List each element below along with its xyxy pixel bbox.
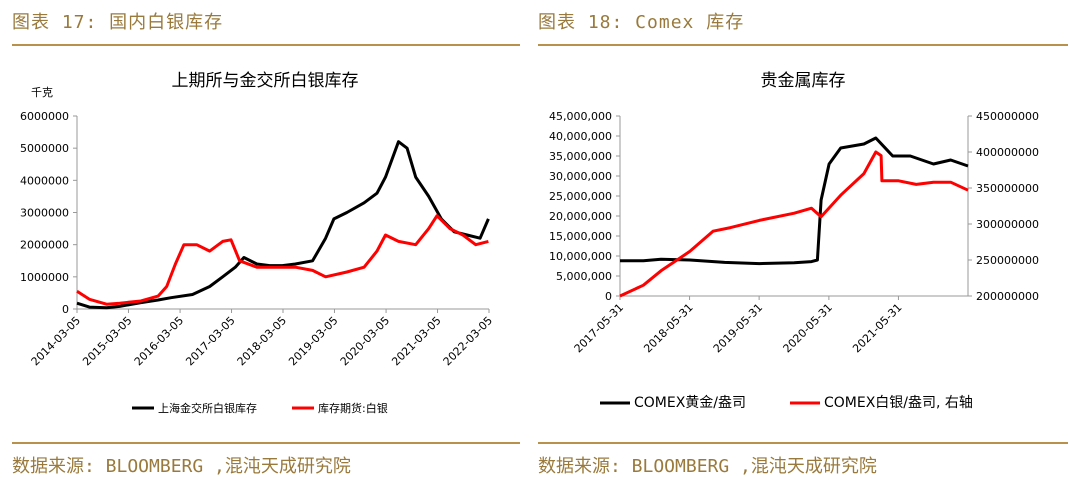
- legend-label-1: COMEX黄金/盎司: [634, 394, 746, 411]
- x-tick-label: 2017-03-05: [183, 314, 237, 368]
- left-top-rule: [12, 44, 520, 46]
- right-top-rule: [538, 44, 1068, 46]
- series-line-2: [619, 150, 969, 298]
- legend-label-2: 库存期货:白银: [318, 401, 388, 415]
- y-tick-label: 6000000: [20, 110, 69, 123]
- x-tick-label: 2016-03-05: [132, 314, 186, 368]
- y-tick-label: 5000000: [20, 142, 69, 155]
- right-source: 数据来源: BLOOMBERG ,混沌天成研究院: [538, 456, 877, 477]
- series-line-1: [620, 136, 969, 266]
- right-chart: 贵金属库存 0 5,000,000 10,000,000 15,000,000 20,00…: [549, 71, 1039, 411]
- x-tick-label: 2015-03-05: [80, 314, 134, 368]
- y-tick-label: 15,000,000: [549, 230, 612, 243]
- legend-label-1: 上海金交所白银库存: [158, 401, 257, 415]
- y-tick-label: 45,000,000: [549, 110, 612, 123]
- x-tick-label: 2017-05-31: [572, 301, 626, 355]
- y-tick-label: 30,000,000: [549, 170, 612, 183]
- x-tick-label: 2018-05-31: [641, 301, 695, 355]
- x-tick-label: 2021-03-05: [389, 314, 443, 368]
- y-tick-label: 0: [605, 290, 612, 303]
- y-tick-label: 4000000: [20, 174, 69, 187]
- right-panel-title: 图表 18: Comex 库存: [538, 12, 745, 33]
- y2-tick-label: 400000000: [976, 146, 1039, 159]
- y-axis-label: 千克: [31, 86, 53, 99]
- y2-tick-label: 200000000: [976, 290, 1039, 303]
- legend-label-2: COMEX白银/盎司, 右轴: [824, 395, 973, 411]
- left-panel-title: 图表 17: 国内白银库存: [12, 12, 224, 33]
- y2-tick-label: 250000000: [976, 254, 1039, 267]
- y-tick-label: 2000000: [20, 239, 69, 252]
- y2-tick-label: 450000000: [976, 110, 1039, 123]
- x-tick-label: 2019-03-05: [286, 314, 340, 368]
- y-tick-label: 5,000,000: [556, 270, 612, 283]
- left-source: 数据来源: BLOOMBERG ,混沌天成研究院: [12, 456, 351, 477]
- y-tick-label: 25,000,000: [549, 190, 612, 203]
- x-tick-label: 2018-03-05: [235, 314, 289, 368]
- y2-tick-label: 300000000: [976, 218, 1039, 231]
- right-bottom-rule: [538, 442, 1068, 444]
- y-tick-label: 20,000,000: [549, 210, 612, 223]
- x-tick-label: 2014-03-05: [29, 314, 83, 368]
- x-tick-label: 2019-05-31: [711, 301, 765, 355]
- y2-tick-label: 350000000: [976, 182, 1039, 195]
- y-tick-label: 1000000: [20, 271, 69, 284]
- y-tick-label: 3000000: [20, 207, 69, 220]
- y-tick-label: 0: [62, 303, 69, 316]
- series-line-1: [76, 140, 490, 310]
- chart-title: 贵金属库存: [761, 71, 846, 91]
- x-tick-label: 2020-03-05: [338, 314, 392, 368]
- x-tick-label: 2022-03-05: [441, 314, 495, 368]
- y-tick-label: 35,000,000: [549, 150, 612, 163]
- y-tick-label: 10,000,000: [549, 250, 612, 263]
- left-bottom-rule: [12, 442, 520, 444]
- chart-title: 上期所与金交所白银库存: [172, 71, 359, 91]
- x-tick-label: 2021-05-31: [850, 301, 904, 355]
- series-line-2: [76, 214, 489, 306]
- x-tick-label: 2020-05-31: [781, 301, 835, 355]
- y-tick-label: 40,000,000: [549, 130, 612, 143]
